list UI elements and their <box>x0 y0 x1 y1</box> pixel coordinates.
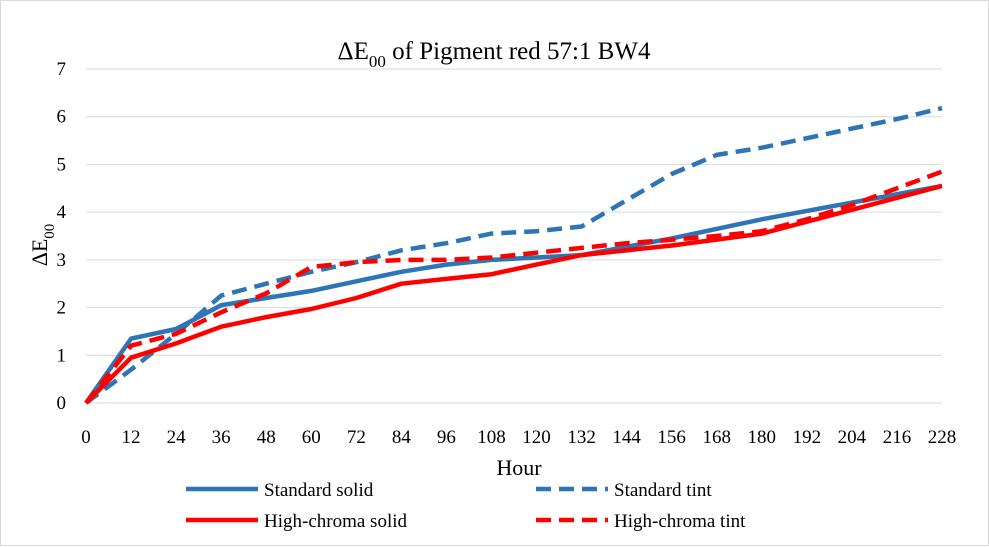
y-tick-label: 4 <box>57 202 67 223</box>
legend: Standard solid Standard tint High-chroma s… <box>186 480 746 532</box>
legend-label: High-chroma solid <box>264 511 408 532</box>
legend-label: Standard solid <box>264 480 374 501</box>
x-tick-label: 12 <box>122 427 141 448</box>
x-tick-label: 108 <box>477 427 506 448</box>
series-lines <box>84 105 943 405</box>
y-tick-labels: 0 1 2 3 4 5 6 7 <box>57 59 67 414</box>
x-tick-label: 0 <box>81 427 91 448</box>
x-tick-label: 156 <box>657 427 686 448</box>
y-tick-label: 1 <box>57 345 67 366</box>
x-tick-label: 144 <box>612 427 641 448</box>
x-tick-label: 180 <box>748 427 777 448</box>
chart-title: ΔE00 of Pigment red 57:1 BW4 <box>338 38 651 71</box>
series-line-standard-solid <box>84 183 943 405</box>
gridlines <box>86 68 942 356</box>
x-tick-label: 96 <box>437 427 456 448</box>
x-tick-label: 36 <box>212 427 231 448</box>
x-tick-labels: 0 12 24 36 48 60 72 84 96 108 120 132 144 156 168 180 19… <box>81 427 956 448</box>
x-tick-label: 216 <box>883 427 912 448</box>
x-tick-label: 72 <box>347 427 366 448</box>
x-tick-label: 120 <box>522 427 551 448</box>
y-axis-title: ΔE00 <box>27 224 58 267</box>
series-line-high-chroma-solid <box>84 183 943 405</box>
x-axis-title: Hour <box>496 455 542 480</box>
x-tick-label: 204 <box>838 427 867 448</box>
x-tick-label: 60 <box>302 427 321 448</box>
x-tick-label: 132 <box>567 427 596 448</box>
legend-label: High-chroma tint <box>614 511 746 532</box>
y-tick-label: 2 <box>57 298 67 319</box>
legend-label: Standard tint <box>614 480 712 501</box>
series-line-high-chroma-tint <box>84 169 943 405</box>
series-line-standard-tint <box>84 105 943 405</box>
y-tick-label: 0 <box>57 393 67 414</box>
x-tick-label: 228 <box>928 427 957 448</box>
x-tick-label: 84 <box>392 427 412 448</box>
x-tick-label: 48 <box>257 427 276 448</box>
x-tick-label: 168 <box>702 427 731 448</box>
y-tick-label: 3 <box>57 250 67 271</box>
x-tick-label: 192 <box>793 427 822 448</box>
y-tick-label: 6 <box>57 107 67 128</box>
x-tick-label: 24 <box>167 427 187 448</box>
y-tick-label: 7 <box>57 59 67 80</box>
y-tick-label: 5 <box>57 154 67 175</box>
